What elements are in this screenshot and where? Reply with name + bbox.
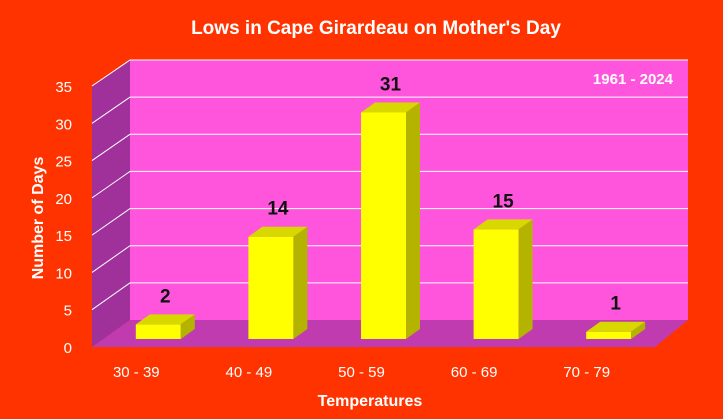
data-label: 15: [493, 191, 515, 212]
gridline: [91, 170, 688, 199]
bar-top: [361, 102, 420, 113]
y-axis-label: Number of Days: [30, 157, 47, 280]
bar-front: [473, 229, 519, 339]
x-axis-label: Temperatures: [318, 393, 423, 410]
bar: [135, 314, 195, 339]
bars: [135, 102, 646, 340]
bar-side: [293, 226, 308, 339]
bar-top: [586, 321, 646, 332]
bar-side: [180, 314, 195, 339]
y-tick-label: 20: [55, 191, 72, 208]
plot-side-wall: [92, 60, 130, 347]
gridline: [91, 96, 688, 124]
bar-top: [473, 219, 533, 230]
bar-front: [361, 112, 406, 340]
y-tick-label: 30: [55, 116, 72, 133]
y-tick-label: 15: [55, 228, 72, 245]
bar-top: [248, 226, 308, 237]
data-label: 2: [160, 286, 171, 307]
y-tick-label: 0: [64, 340, 72, 357]
bar-front: [586, 331, 632, 339]
bar-front: [248, 236, 294, 339]
bar: [473, 219, 533, 339]
bar-top: [135, 314, 195, 325]
y-tick-label: 10: [55, 265, 72, 282]
data-labels: 2 14 31 15 1: [160, 74, 621, 314]
bar-side: [406, 102, 420, 340]
x-tick-label: 30 - 39: [113, 364, 160, 381]
y-tick-label: 25: [55, 154, 72, 171]
x-tick-label: 70 - 79: [563, 364, 610, 381]
y-tick-label: 35: [55, 79, 72, 96]
x-axis-ticks: 30 - 39 40 - 49 50 - 59 60 - 69 70 - 79: [113, 364, 610, 381]
x-tick-label: 50 - 59: [338, 364, 385, 381]
date-range-annotation: 1961 - 2024: [593, 71, 674, 88]
gridline: [91, 133, 688, 161]
chart-title: Lows in Cape Girardeau on Mother's Day: [191, 18, 561, 39]
x-tick-label: 40 - 49: [226, 364, 273, 381]
bar-side: [631, 321, 646, 339]
data-label: 14: [267, 199, 289, 220]
data-label: 1: [610, 294, 621, 315]
bar: [586, 321, 646, 339]
bar-front: [135, 324, 181, 339]
data-label: 31: [380, 74, 402, 95]
x-tick-label: 60 - 69: [451, 364, 498, 381]
gridline: [91, 208, 688, 236]
bar-side: [518, 219, 533, 339]
bar: [361, 102, 420, 340]
y-axis-ticks: 0 5 10 15 20 25 30 35: [55, 79, 72, 357]
y-tick-label: 5: [64, 303, 72, 320]
bar: [248, 226, 308, 339]
gridline: [91, 59, 688, 87]
